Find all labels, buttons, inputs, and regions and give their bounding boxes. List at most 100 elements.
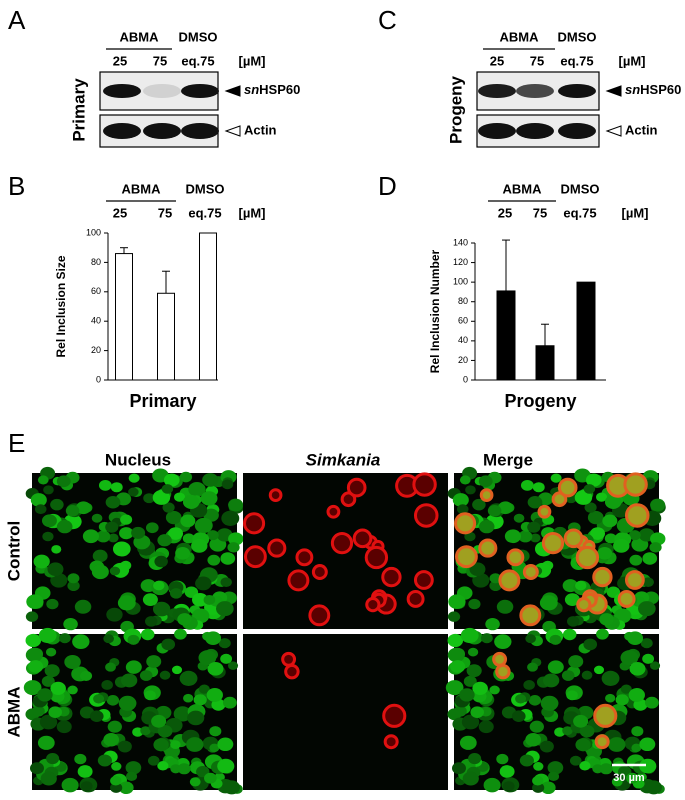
nucleus <box>548 771 560 782</box>
nucleus <box>499 765 515 778</box>
panel-label: B <box>8 171 25 201</box>
nucleus <box>157 534 172 547</box>
nucleus <box>597 546 613 560</box>
nucleus <box>504 529 522 544</box>
nucleus <box>575 738 591 752</box>
nucleus <box>620 650 639 666</box>
nucleus <box>37 688 53 702</box>
control-label: DMSO <box>561 181 600 196</box>
nucleus <box>179 670 198 686</box>
nucleus <box>649 542 662 553</box>
nucleus <box>583 484 596 494</box>
nucleus <box>67 573 80 584</box>
inclusion <box>413 570 434 590</box>
arrowhead <box>224 85 241 97</box>
nucleus <box>44 664 60 678</box>
inclusion <box>412 472 437 497</box>
nucleus <box>145 616 158 627</box>
y-tick-label: 20 <box>458 355 468 365</box>
nucleus <box>56 520 73 534</box>
nucleus <box>448 594 466 610</box>
nucleus <box>447 611 461 622</box>
nucleus <box>30 762 44 775</box>
nucleus <box>64 654 81 670</box>
group-label: ABMA <box>500 29 540 44</box>
inclusion <box>551 491 568 508</box>
inclusion <box>623 472 648 497</box>
panel-label: E <box>8 428 25 458</box>
nucleus <box>117 740 132 753</box>
nucleus <box>496 599 514 614</box>
y-tick-label: 40 <box>458 335 468 345</box>
dose-label: 75 <box>153 53 167 68</box>
inclusion <box>382 703 407 728</box>
inclusion <box>575 545 600 570</box>
blot-band <box>516 123 554 139</box>
nucleus <box>169 588 183 599</box>
nucleus <box>97 754 112 767</box>
nucleus <box>518 530 533 543</box>
nucleus <box>523 680 535 690</box>
nucleus <box>445 680 464 696</box>
nucleus <box>605 693 616 703</box>
nucleus <box>629 554 643 566</box>
inclusion <box>594 734 610 750</box>
y-tick-label: 0 <box>96 374 101 384</box>
nucleus <box>223 696 237 709</box>
nucleus <box>108 533 119 543</box>
bar <box>115 253 133 381</box>
nucleus <box>590 527 606 540</box>
nucleus <box>601 670 620 686</box>
nucleus <box>112 541 131 557</box>
nucleus <box>604 494 622 509</box>
nucleus <box>128 487 139 497</box>
unit-label: [µM] <box>622 205 649 220</box>
nucleus <box>469 562 486 577</box>
nucleus <box>33 554 50 569</box>
nucleus <box>34 504 47 515</box>
column-title: Nucleus <box>105 450 171 469</box>
inclusion <box>326 504 341 519</box>
panel-label: C <box>378 5 397 35</box>
nucleus <box>192 593 209 607</box>
nucleus <box>91 513 103 523</box>
control-label: DMSO <box>558 29 597 44</box>
inclusion <box>624 570 645 590</box>
nucleus <box>80 670 93 682</box>
inclusion <box>352 528 373 549</box>
nucleus <box>470 706 484 718</box>
nucleus <box>220 577 232 588</box>
nucleus <box>141 628 155 641</box>
micrograph <box>243 634 448 790</box>
nucleus <box>151 714 167 728</box>
nucleus <box>174 492 186 502</box>
nucleus <box>51 545 62 554</box>
nucleus <box>162 502 175 513</box>
inclusion <box>454 512 477 535</box>
nucleus <box>564 593 580 607</box>
nucleus <box>561 670 575 681</box>
nucleus <box>459 475 471 485</box>
y-tick-label: 80 <box>458 296 468 306</box>
inclusion <box>243 512 266 535</box>
nucleus <box>206 530 219 541</box>
unit-label: [µM] <box>239 205 266 220</box>
nucleus <box>142 593 158 607</box>
nucleus <box>187 710 205 726</box>
nucleus <box>540 695 559 711</box>
dose-label: 75 <box>533 205 547 220</box>
nucleus <box>550 473 562 483</box>
nucleus <box>452 493 469 507</box>
dose-label: eq.75 <box>181 53 214 68</box>
nucleus <box>106 695 120 706</box>
nucleus <box>30 493 47 507</box>
inclusion <box>478 538 498 558</box>
nucleus <box>209 743 220 753</box>
inclusion <box>287 569 310 592</box>
band-prefix: sn <box>625 82 640 97</box>
nucleus <box>111 762 122 771</box>
nucleus <box>118 781 134 795</box>
blot-band <box>478 123 516 139</box>
nucleus <box>593 665 605 675</box>
group-label: ABMA <box>503 181 543 196</box>
